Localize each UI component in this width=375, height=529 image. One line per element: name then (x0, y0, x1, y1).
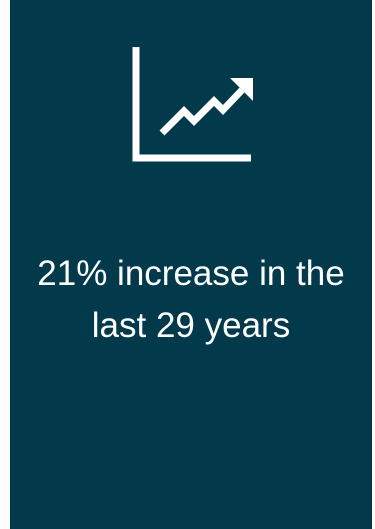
stat-description: 21% increase in the last 29 years (37, 254, 345, 345)
stat-card: 21% increase in the last 29 years (10, 0, 372, 529)
trending-up-chart-icon (130, 45, 254, 165)
